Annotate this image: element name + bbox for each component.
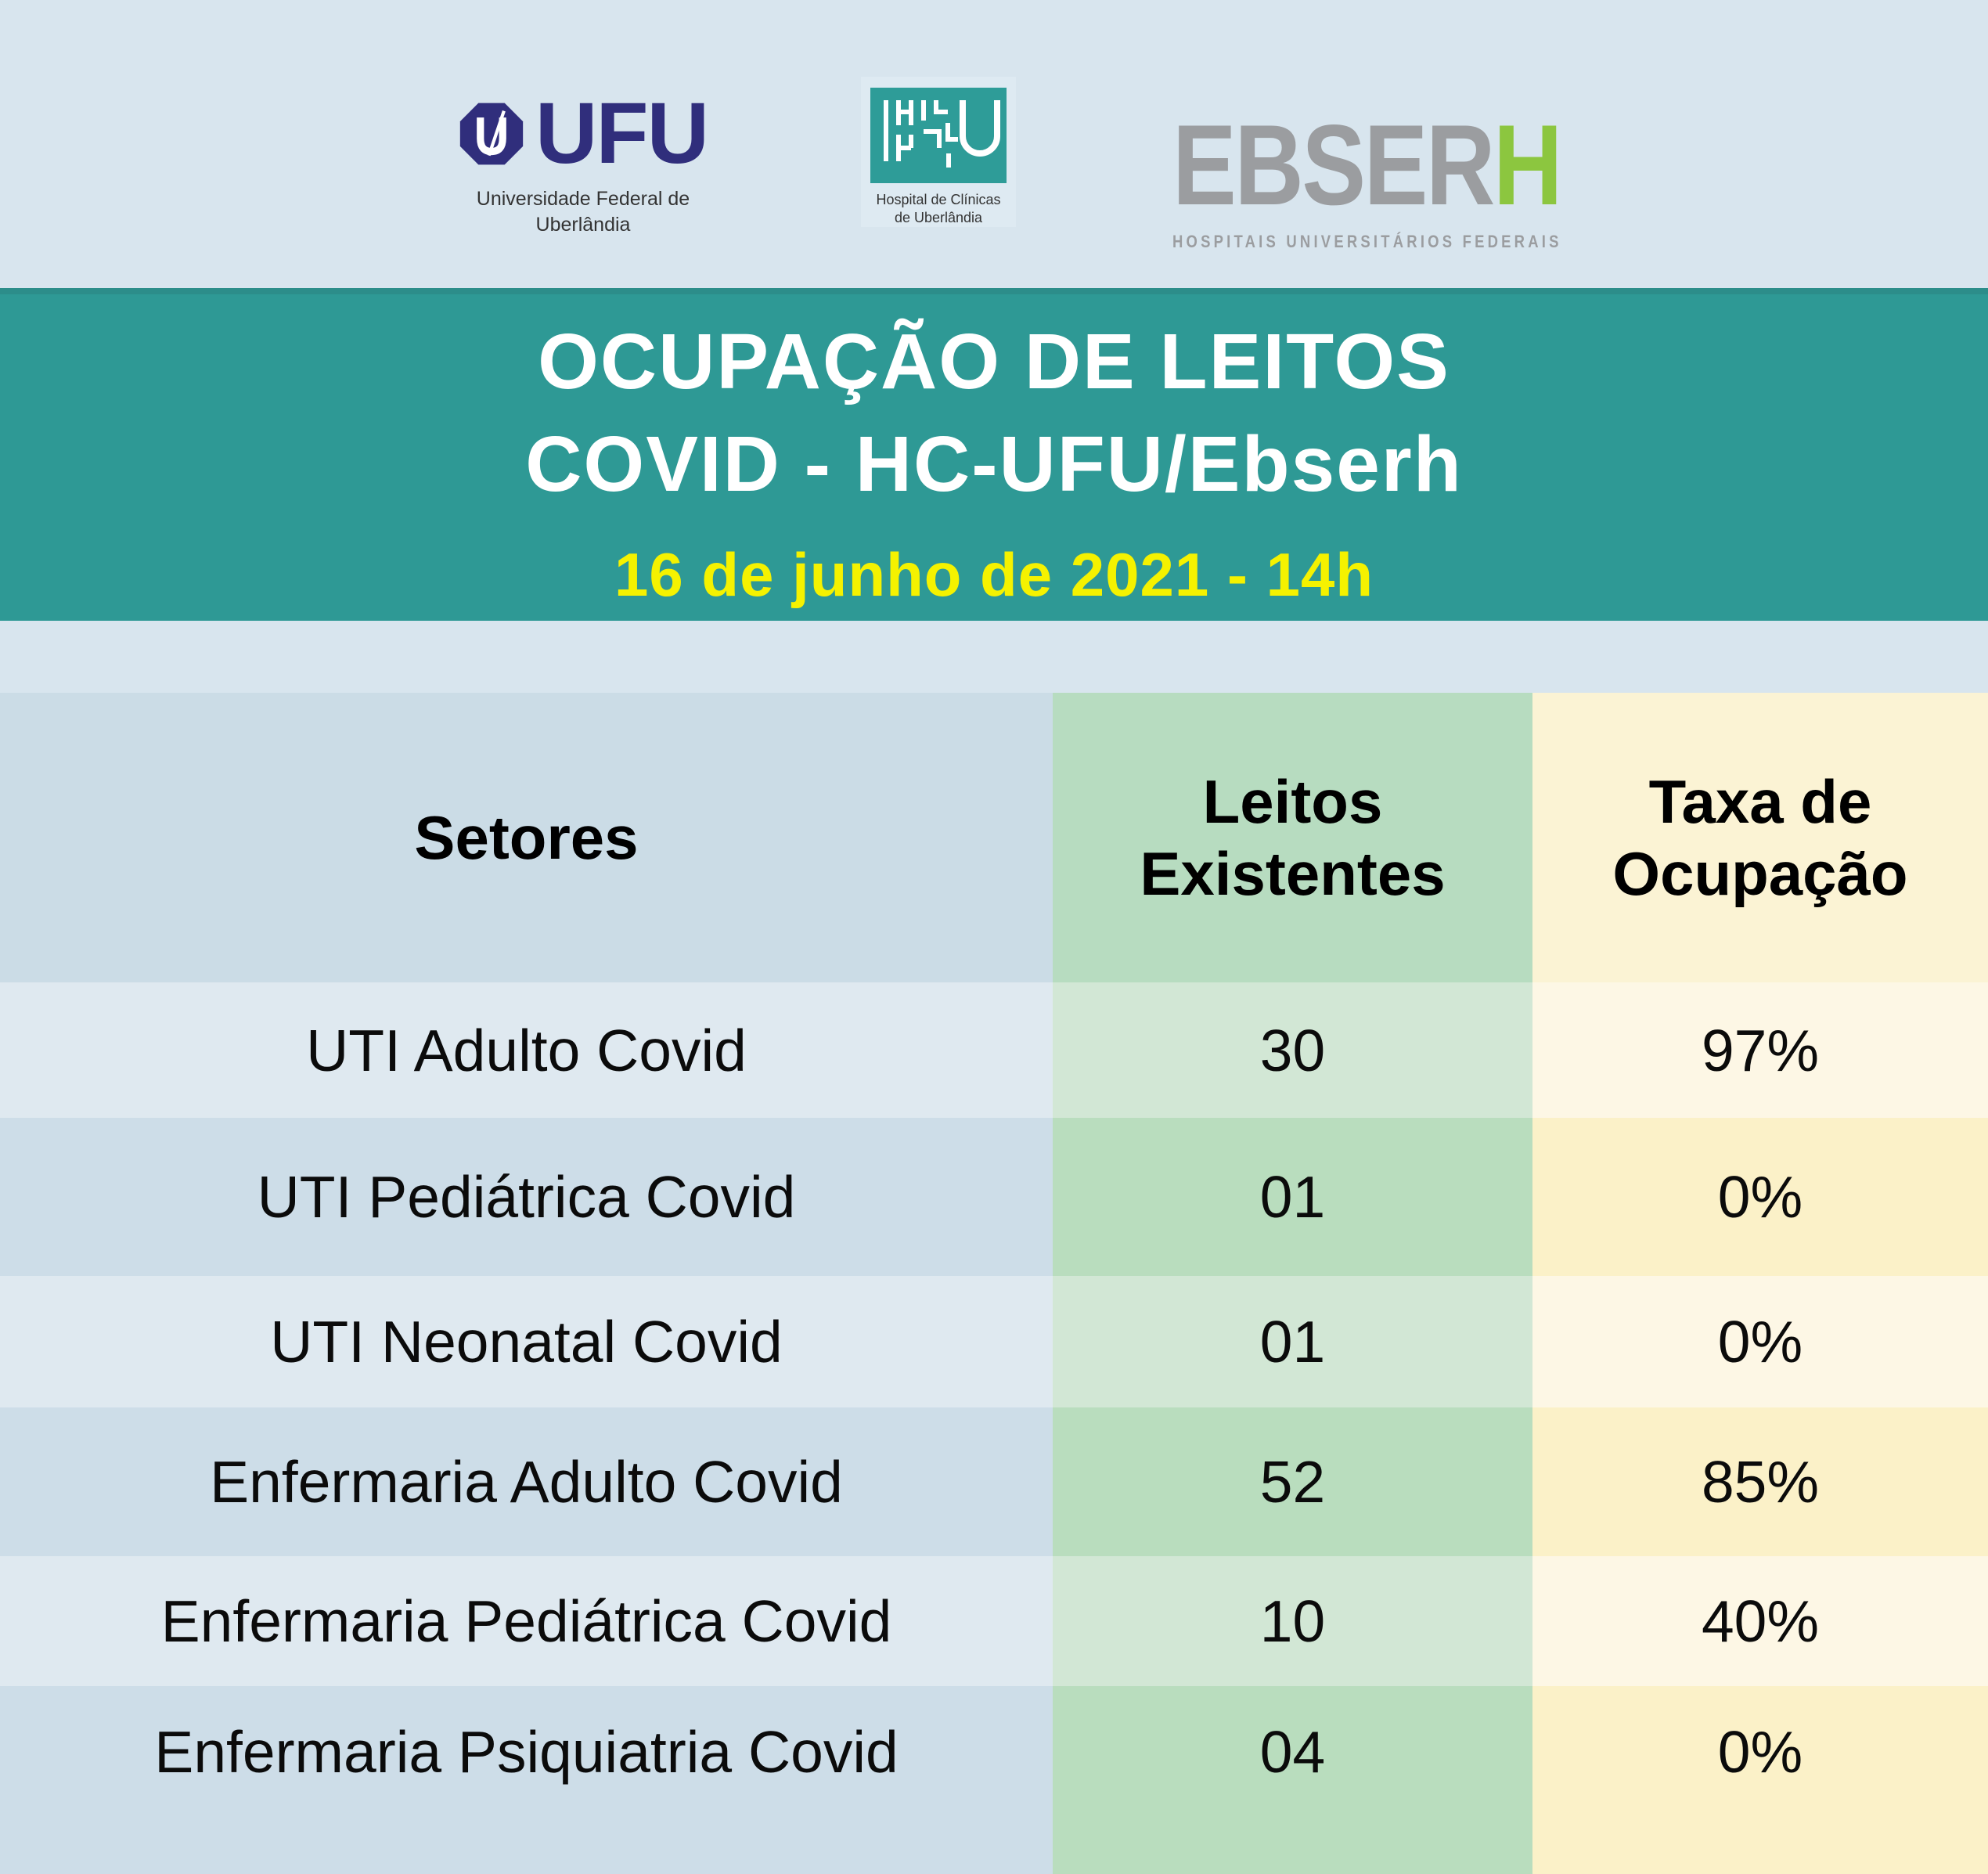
col-header-leitos-line2: Existentes <box>1140 839 1446 908</box>
cell-taxa: 0% <box>1532 1118 1988 1276</box>
cell-setor: Enfermaria Pediátrica Covid <box>0 1556 1053 1686</box>
ebserh-caption: HOSPITAIS UNIVERSITÁRIOS FEDERAIS <box>1172 232 1562 251</box>
ebserh-logo: EBSERH HOSPITAIS UNIVERSITÁRIOS FEDERAIS <box>1172 108 1636 252</box>
col-header-leitos: Leitos Existentes <box>1053 693 1532 982</box>
hc-caption-line1: Hospital de Clínicas <box>876 192 1001 207</box>
cell-leitos: 30 <box>1053 982 1532 1118</box>
table-header-row: Setores Leitos Existentes Taxa de Ocupaç… <box>0 693 1988 982</box>
cell-taxa: 0% <box>1532 1686 1988 1874</box>
cell-taxa: 97% <box>1532 982 1988 1118</box>
col-header-taxa-line2: Ocupação <box>1612 839 1908 908</box>
banner-datetime: 16 de junho de 2021 - 14h <box>614 540 1374 609</box>
table-row: Enfermaria Psiquiatria Covid 04 0% <box>0 1686 1988 1874</box>
banner-title-line1: OCUPAÇÃO DE LEITOS <box>538 318 1450 405</box>
cell-leitos: 04 <box>1053 1686 1532 1874</box>
title-banner: OCUPAÇÃO DE LEITOS COVID - HC-UFU/Ebserh… <box>0 288 1988 621</box>
col-header-taxa-line1: Taxa de <box>1648 766 1872 836</box>
ufu-acronym: UFU <box>535 85 709 182</box>
cell-taxa: 0% <box>1532 1276 1988 1407</box>
cell-setor: UTI Neonatal Covid <box>0 1276 1053 1407</box>
cell-leitos: 10 <box>1053 1556 1532 1686</box>
ufu-octagon-icon <box>459 103 524 165</box>
hc-maze-icon <box>870 88 1007 183</box>
cell-setor: Enfermaria Adulto Covid <box>0 1407 1053 1556</box>
col-header-leitos-line1: Leitos <box>1202 766 1383 836</box>
ufu-caption: Universidade Federal de Uberlândia <box>440 186 726 237</box>
col-header-taxa: Taxa de Ocupação <box>1532 693 1988 982</box>
cell-setor: UTI Adulto Covid <box>0 982 1053 1118</box>
table-row: UTI Pediátrica Covid 01 0% <box>0 1118 1988 1276</box>
hc-caption: Hospital de Clínicas de Uberlândia <box>861 191 1016 228</box>
banner-title-line2: COVID - HC-UFU/Ebserh <box>525 420 1463 508</box>
occupancy-table: Setores Leitos Existentes Taxa de Ocupaç… <box>0 693 1988 1874</box>
hc-logo: Hospital de Clínicas de Uberlândia <box>861 77 1016 227</box>
ufu-caption-line1: Universidade Federal de <box>476 188 690 210</box>
table-row: UTI Adulto Covid 30 97% <box>0 982 1988 1118</box>
table-row: Enfermaria Pediátrica Covid 10 40% <box>0 1556 1988 1686</box>
table-row: UTI Neonatal Covid 01 0% <box>0 1276 1988 1407</box>
cell-leitos: 01 <box>1053 1118 1532 1276</box>
ebserh-wordmark: EBSERH <box>1172 108 1563 222</box>
cell-taxa: 40% <box>1532 1556 1988 1686</box>
table-row: Enfermaria Adulto Covid 52 85% <box>0 1407 1988 1556</box>
ufu-logo: UFU Universidade Federal de Uberlândia <box>440 91 726 237</box>
hc-caption-line2: de Uberlândia <box>894 210 983 226</box>
cell-taxa: 85% <box>1532 1407 1988 1556</box>
cell-setor: UTI Pediátrica Covid <box>0 1118 1053 1276</box>
ufu-caption-line2: Uberlândia <box>535 213 631 236</box>
ebserh-wordmark-gray: EBSER <box>1172 101 1495 229</box>
cell-setor: Enfermaria Psiquiatria Covid <box>0 1686 1053 1874</box>
cell-leitos: 52 <box>1053 1407 1532 1556</box>
ebserh-wordmark-green: H <box>1493 101 1563 229</box>
col-header-setores: Setores <box>0 693 1053 982</box>
cell-leitos: 01 <box>1053 1276 1532 1407</box>
